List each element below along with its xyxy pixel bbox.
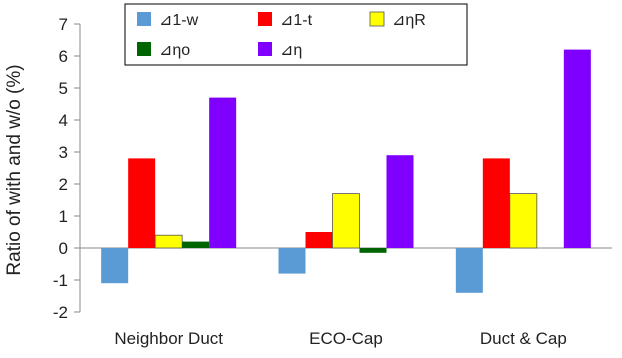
y-axis-title: Ratio of with and w/o (%)	[4, 64, 25, 275]
bar	[154, 234, 183, 249]
y-tick-label: 1	[59, 207, 68, 226]
legend-swatch	[258, 42, 272, 56]
legend-label: ⊿1-w	[159, 12, 199, 29]
bar	[563, 49, 591, 248]
y-tick-label: 4	[59, 111, 68, 130]
legend-swatch	[258, 12, 272, 26]
x-category-label: ECO-Cap	[309, 329, 383, 348]
legend-swatch	[137, 42, 151, 56]
legend-label: ⊿η	[280, 42, 302, 59]
bar	[455, 248, 483, 293]
legend-swatch	[369, 11, 385, 27]
y-tick-label: 2	[59, 175, 68, 194]
bar	[359, 248, 387, 253]
bar	[386, 155, 414, 248]
legend-label: ⊿ηR	[392, 12, 426, 29]
y-tick-label: 7	[59, 15, 68, 34]
bar	[482, 158, 510, 248]
legend-label: ⊿ηo	[159, 42, 190, 59]
bar	[128, 158, 156, 248]
x-category-label: Duct & Cap	[480, 329, 567, 348]
legend-swatch	[137, 12, 151, 26]
y-tick-label: 3	[59, 143, 68, 162]
y-tick-label: 6	[59, 47, 68, 66]
y-tick-label: -1	[53, 271, 68, 290]
legend-label: ⊿1-t	[280, 12, 313, 29]
bar	[278, 248, 306, 274]
legend: ⊿1-w ⊿1-t ⊿ηR ⊿ηo ⊿η	[124, 3, 468, 66]
bar	[182, 241, 210, 248]
plot-area: -2 -1 0 1 2 3 4 5 6 7 Neighbor Duct ECO-Cap Duct & C…	[53, 15, 612, 348]
bar	[101, 248, 129, 284]
x-category-label: Neighbor Duct	[114, 329, 223, 348]
bar	[332, 193, 360, 249]
bar	[209, 97, 237, 248]
bar	[305, 232, 333, 248]
y-tick-label: 0	[59, 239, 68, 258]
y-tick-label: 5	[59, 79, 68, 98]
legend-box	[124, 3, 468, 66]
bar	[509, 193, 538, 249]
y-tick-label: -2	[53, 303, 68, 322]
